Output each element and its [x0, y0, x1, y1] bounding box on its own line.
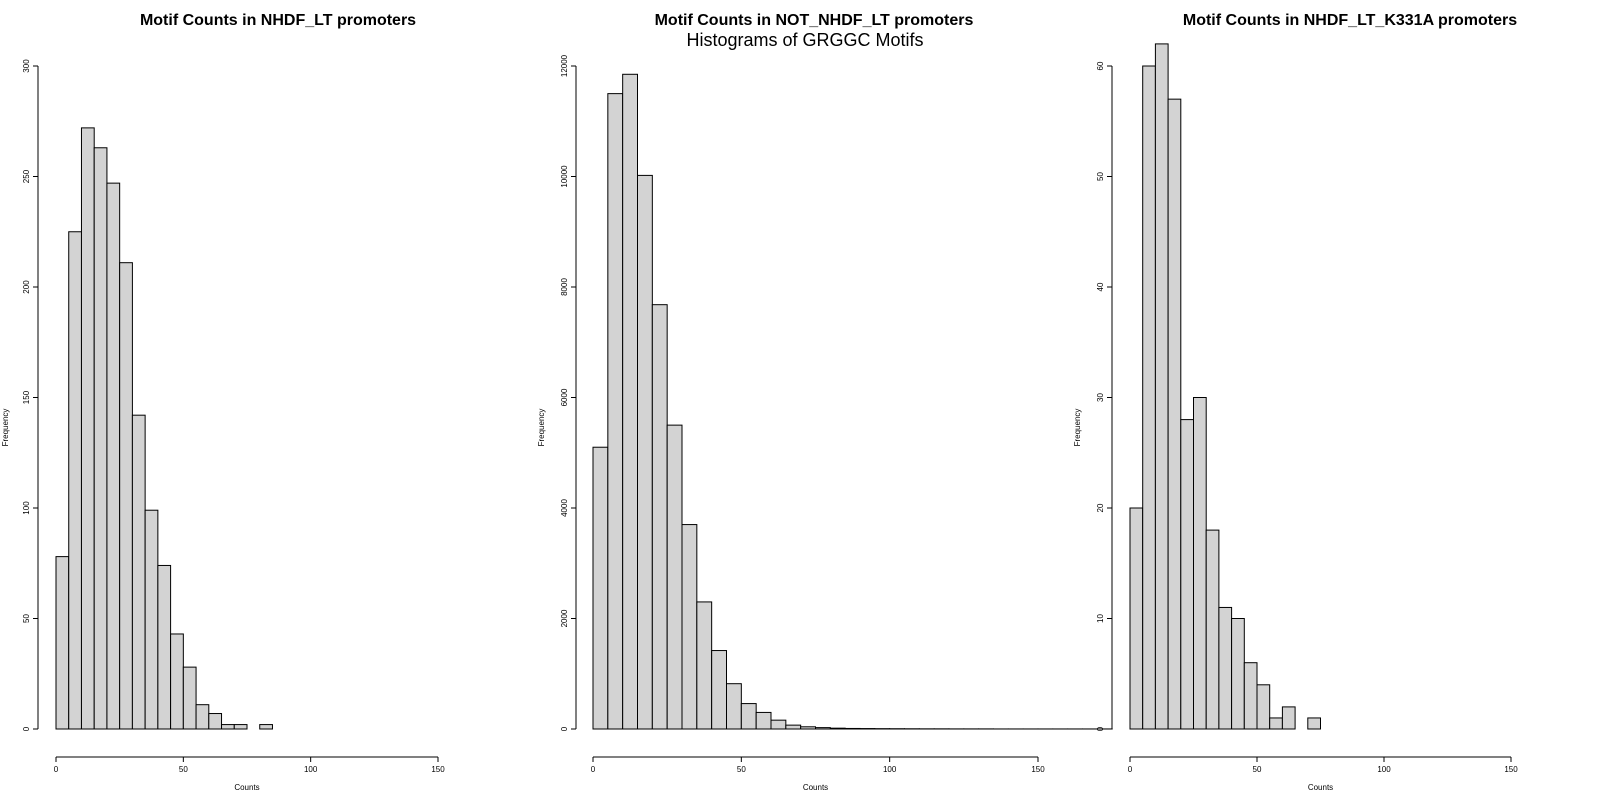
histogram-panel-1: Motif Counts in NHDF_LT promoters 0 50 100 1…: [1, 12, 445, 792]
y-tick-label: 0: [560, 726, 569, 731]
y-tick-label: 200: [22, 280, 31, 294]
histogram-bar: [740, 703, 757, 730]
y-tick-label: 250: [22, 169, 31, 183]
histogram-bar: [68, 231, 82, 730]
histogram-bar: [1218, 606, 1233, 730]
histogram-bar: [106, 182, 121, 730]
histogram-bar: [157, 564, 172, 730]
histogram-bar: [844, 727, 861, 730]
y-tick-label: 300: [22, 59, 31, 73]
histogram-bar: [726, 683, 742, 730]
histogram-bar: [233, 724, 248, 730]
y-tick-label: 150: [22, 390, 31, 404]
y-tick-label: 40: [1096, 282, 1105, 291]
y-tick-label: 100: [22, 501, 31, 515]
x-axis-label: Counts: [803, 783, 828, 792]
x-axis-label: Counts: [1308, 783, 1333, 792]
histogram-bar: [1142, 65, 1156, 730]
histogram-bar: [55, 556, 70, 730]
histogram-bar: [221, 724, 235, 730]
histogram-bar: [681, 524, 698, 730]
histogram-bar: [755, 711, 772, 730]
y-tick-label: 50: [22, 614, 31, 623]
histogram-bar: [666, 424, 683, 730]
histogram-bar: [1281, 706, 1296, 730]
histogram-bar: [170, 633, 184, 730]
y-tick-label: 0: [22, 726, 31, 731]
histogram-bar: [1231, 618, 1245, 730]
histogram-bar: [829, 727, 846, 730]
x-tick-label: 0: [54, 765, 59, 774]
histogram-bar: [800, 726, 817, 730]
histogram-bar: [1205, 529, 1220, 730]
histogram-bar: [785, 724, 802, 730]
y-tick-label: 50: [1096, 172, 1105, 181]
y-tick-label: 4000: [560, 499, 569, 517]
x-tick-label: 50: [179, 765, 188, 774]
y-tick-label: 20: [1096, 503, 1105, 512]
y-tick-label: 2000: [560, 609, 569, 627]
y-tick-label: 10000: [560, 165, 569, 188]
figure-supertitle: Histograms of GRGGC Motifs: [686, 30, 923, 50]
x-tick-label: 0: [1128, 765, 1133, 774]
x-axis-label: Counts: [234, 783, 259, 792]
x-tick-label: 150: [1031, 765, 1045, 774]
histogram-bar: [131, 414, 146, 730]
chart-title: Motif Counts in NHDF_LT promoters: [140, 12, 416, 29]
x-tick-label: 150: [1504, 765, 1518, 774]
histogram-bar: [696, 601, 713, 730]
histogram-bar: [607, 93, 624, 730]
histogram-bar: [1154, 43, 1169, 730]
histogram-bar: [711, 650, 728, 730]
histogram-bar: [259, 724, 273, 730]
histogram-bar: [1180, 419, 1195, 730]
y-axis-label: Frequency: [1073, 409, 1082, 447]
histogram-bar: [651, 304, 668, 730]
histogram-bar: [195, 704, 210, 730]
histogram-panel-2: Motif Counts in NOT_NHDF_LT promoters 0 50…: [537, 12, 1113, 792]
histogram-bar: [93, 147, 108, 730]
histogram-bar: [622, 73, 639, 730]
chart-title: Motif Counts in NHDF_LT_K331A promoters: [1183, 12, 1517, 29]
x-tick-label: 100: [304, 765, 318, 774]
histogram-bar: [1167, 98, 1182, 730]
histogram-bar: [1129, 507, 1144, 730]
histogram-bar: [1269, 717, 1283, 730]
y-tick-label: 30: [1096, 393, 1105, 402]
histogram-bar: [208, 713, 223, 730]
histogram-bar: [815, 727, 831, 730]
y-tick-label: 12000: [560, 54, 569, 77]
x-tick-label: 100: [883, 765, 897, 774]
histogram-bar: [182, 666, 197, 730]
histogram-bar: [592, 446, 609, 730]
histogram-bar: [637, 174, 653, 730]
histogram-bar: [80, 127, 95, 730]
y-tick-label: 6000: [560, 388, 569, 406]
y-tick-label: 0: [1096, 726, 1105, 731]
histogram-bar: [1193, 397, 1207, 730]
x-tick-label: 0: [591, 765, 596, 774]
y-axis-label: Frequency: [537, 409, 546, 447]
chart-title: Motif Counts in NOT_NHDF_LT promoters: [655, 12, 974, 29]
x-tick-label: 100: [1377, 765, 1391, 774]
x-tick-label: 150: [431, 765, 445, 774]
x-tick-label: 50: [1253, 765, 1262, 774]
y-axis-label: Frequency: [1, 409, 10, 447]
y-tick-label: 10: [1096, 614, 1105, 623]
histogram-bar: [770, 719, 787, 730]
histogram-bar: [144, 509, 159, 730]
histogram-bar: [119, 262, 133, 730]
histogram-panel-3: Motif Counts in NHDF_LT_K331A promoters 0…: [1073, 12, 1518, 792]
histogram-bar: [1307, 717, 1322, 730]
x-tick-label: 50: [737, 765, 746, 774]
y-tick-label: 8000: [560, 278, 569, 296]
y-tick-label: 60: [1096, 61, 1105, 70]
histogram-bar: [1243, 662, 1258, 730]
histogram-bar: [1256, 684, 1271, 730]
